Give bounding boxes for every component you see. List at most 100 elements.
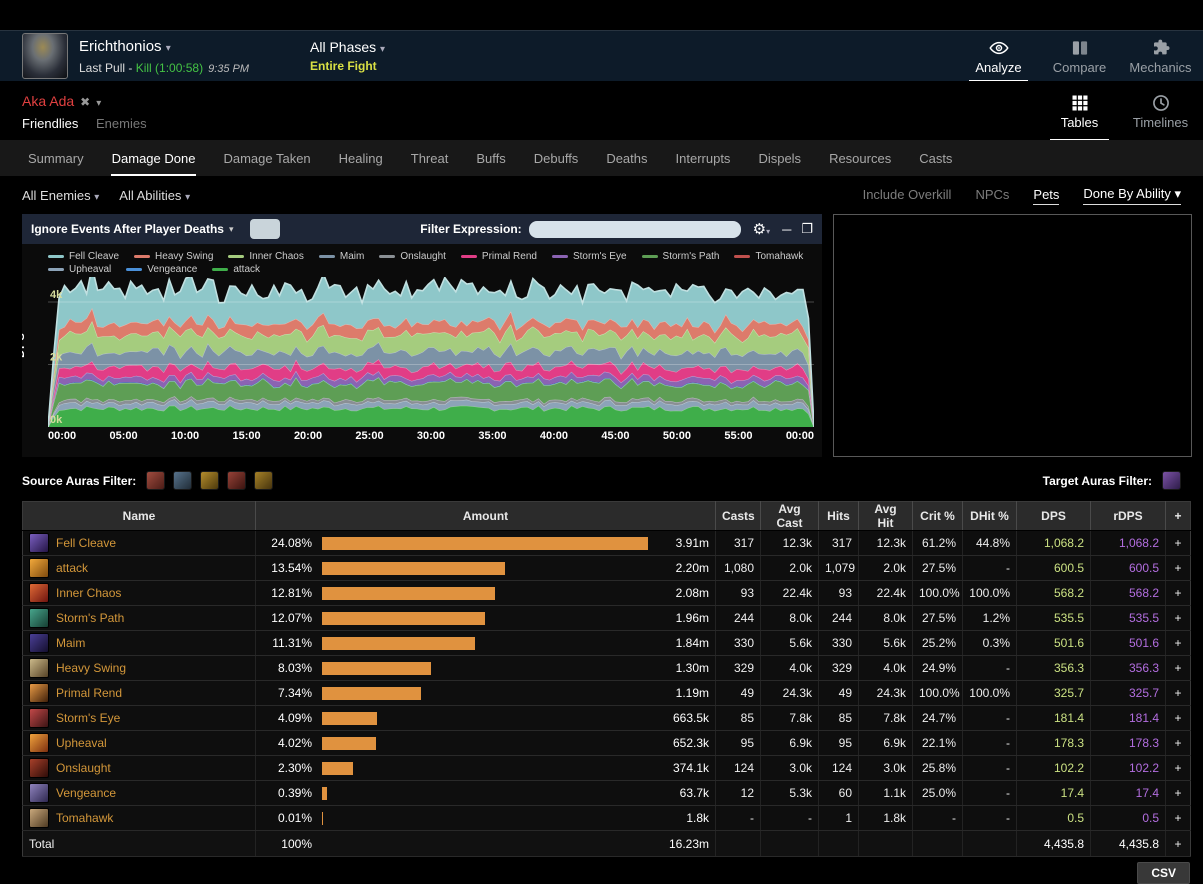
ability-name[interactable]: Onslaught xyxy=(56,761,111,775)
expand-row-button[interactable]: + xyxy=(1166,756,1191,781)
ability-name[interactable]: Inner Chaos xyxy=(56,586,121,600)
tab-deaths[interactable]: Deaths xyxy=(592,140,661,176)
tab-casts[interactable]: Casts xyxy=(905,140,966,176)
tab-summary[interactable]: Summary xyxy=(14,140,98,176)
ability-name[interactable]: Maim xyxy=(56,636,85,650)
column-header-amount[interactable]: Amount xyxy=(256,502,716,531)
expand-total-button[interactable]: + xyxy=(1166,831,1191,857)
expand-icon[interactable]: ❐ xyxy=(801,221,813,237)
source-aura-icon-4[interactable] xyxy=(227,471,246,490)
ability-name[interactable]: Primal Rend xyxy=(56,686,122,700)
toggle-pets[interactable]: Pets xyxy=(1033,187,1059,205)
tab-healing[interactable]: Healing xyxy=(325,140,397,176)
legend-item-primal-rend[interactable]: Primal Rend xyxy=(461,251,537,262)
column-header-[interactable]: + xyxy=(1166,502,1191,531)
column-header-name[interactable]: Name xyxy=(23,502,256,531)
ability-name[interactable]: Upheaval xyxy=(56,736,107,750)
target-aura-icon-1[interactable] xyxy=(1162,471,1181,490)
legend-item-storm-s-path[interactable]: Storm's Path xyxy=(642,251,720,262)
tab-interrupts[interactable]: Interrupts xyxy=(662,140,745,176)
close-icon[interactable]: ✖ xyxy=(80,95,90,109)
graph-title[interactable]: Ignore Events After Player Deaths xyxy=(31,222,224,236)
tab-buffs[interactable]: Buffs xyxy=(462,140,519,176)
legend-item-maim[interactable]: Maim xyxy=(319,251,364,262)
pull-line[interactable]: Last Pull - Kill (1:00:58)9:35 PM xyxy=(79,61,249,75)
ability-name[interactable]: Vengeance xyxy=(56,786,116,800)
nav-analyze[interactable]: Analyze xyxy=(958,31,1039,81)
legend-item-inner-chaos[interactable]: Inner Chaos xyxy=(228,251,303,262)
tab-threat[interactable]: Threat xyxy=(397,140,463,176)
csv-export-button[interactable]: CSV xyxy=(1137,862,1190,884)
expand-row-button[interactable]: + xyxy=(1166,556,1191,581)
tab-damage-taken[interactable]: Damage Taken xyxy=(209,140,324,176)
toggle-include-overkill[interactable]: Include Overkill xyxy=(863,187,952,205)
percent-value: 2.30% xyxy=(262,761,312,775)
ability-name[interactable]: Tomahawk xyxy=(56,811,113,825)
legend-item-storm-s-eye[interactable]: Storm's Eye xyxy=(552,251,627,262)
expand-row-button[interactable]: + xyxy=(1166,706,1191,731)
gear-icon[interactable]: ⚙▾ xyxy=(753,222,770,237)
ability-name[interactable]: Heavy Swing xyxy=(56,661,126,675)
legend-item-attack[interactable]: attack xyxy=(212,264,260,275)
tab-resources[interactable]: Resources xyxy=(815,140,905,176)
expand-row-button[interactable]: + xyxy=(1166,606,1191,631)
toggle-npcs[interactable]: NPCs xyxy=(975,187,1009,205)
nav-compare[interactable]: Compare xyxy=(1039,31,1120,81)
legend-item-heavy-swing[interactable]: Heavy Swing xyxy=(134,251,213,262)
expand-row-button[interactable]: + xyxy=(1166,631,1191,656)
filter-expression-input[interactable] xyxy=(529,221,741,238)
expand-row-button[interactable]: + xyxy=(1166,781,1191,806)
column-header-avg-cast[interactable]: Avg Cast xyxy=(761,502,819,531)
view-timelines[interactable]: Timelines xyxy=(1120,82,1201,140)
ability-name[interactable]: attack xyxy=(56,561,88,575)
column-header-rdps[interactable]: rDPS xyxy=(1091,502,1166,531)
source-aura-icon-5[interactable] xyxy=(254,471,273,490)
legend-item-vengeance[interactable]: Vengeance xyxy=(126,264,197,275)
tab-friendlies[interactable]: Friendlies xyxy=(22,116,78,131)
phase-select[interactable]: All Phases ▾ xyxy=(310,39,385,55)
column-header-casts[interactable]: Casts xyxy=(716,502,761,531)
player-name[interactable]: Aka Ada xyxy=(22,93,74,109)
enemies-dropdown[interactable]: All Enemies ▾ xyxy=(22,188,99,203)
source-aura-icon-3[interactable] xyxy=(200,471,219,490)
tab-enemies[interactable]: Enemies xyxy=(96,116,147,131)
toggle-done-by-ability[interactable]: Done By Ability ▾ xyxy=(1083,186,1181,205)
source-aura-icon-2[interactable] xyxy=(173,471,192,490)
ability-name[interactable]: Storm's Path xyxy=(56,611,124,625)
ability-name[interactable]: Storm's Eye xyxy=(56,711,120,725)
y-axis-label: DPS xyxy=(22,332,27,358)
source-aura-icon-1[interactable] xyxy=(146,471,165,490)
ability: attack xyxy=(29,558,249,578)
column-header-hits[interactable]: Hits xyxy=(819,502,859,531)
expand-row-button[interactable]: + xyxy=(1166,656,1191,681)
column-header-dps[interactable]: DPS xyxy=(1017,502,1091,531)
legend-item-upheaval[interactable]: Upheaval xyxy=(48,264,111,275)
expand-row-button[interactable]: + xyxy=(1166,531,1191,556)
chevron-down-icon: ▾ xyxy=(185,192,190,203)
expand-row-button[interactable]: + xyxy=(1166,681,1191,706)
chevron-down-icon[interactable]: ▾ xyxy=(96,98,101,109)
bar-track xyxy=(322,762,648,775)
view-tables[interactable]: Tables xyxy=(1039,82,1120,140)
expand-row-button[interactable]: + xyxy=(1166,731,1191,756)
legend-item-fell-cleave[interactable]: Fell Cleave xyxy=(48,251,119,262)
legend-item-tomahawk[interactable]: Tomahawk xyxy=(734,251,803,262)
reset-zoom-button[interactable] xyxy=(250,219,280,239)
minimize-icon[interactable]: ─ xyxy=(782,222,791,237)
nav-mechanics[interactable]: Mechanics xyxy=(1120,31,1201,81)
hits-cell: 244 xyxy=(819,606,859,631)
column-header-avg-hit[interactable]: Avg Hit xyxy=(859,502,913,531)
expand-row-button[interactable]: + xyxy=(1166,581,1191,606)
boss-select[interactable]: Erichthonios ▾ xyxy=(79,38,249,58)
column-header-crit[interactable]: Crit % xyxy=(913,502,963,531)
tab-damage-done[interactable]: Damage Done xyxy=(98,140,210,176)
column-header-dhit[interactable]: DHit % xyxy=(963,502,1017,531)
legend-item-onslaught[interactable]: Onslaught xyxy=(379,251,446,262)
tab-debuffs[interactable]: Debuffs xyxy=(520,140,593,176)
tab-dispels[interactable]: Dispels xyxy=(744,140,815,176)
boss-portrait[interactable] xyxy=(22,33,68,79)
expand-row-button[interactable]: + xyxy=(1166,806,1191,831)
ability-name[interactable]: Fell Cleave xyxy=(56,536,116,550)
abilities-dropdown[interactable]: All Abilities ▾ xyxy=(119,188,190,203)
